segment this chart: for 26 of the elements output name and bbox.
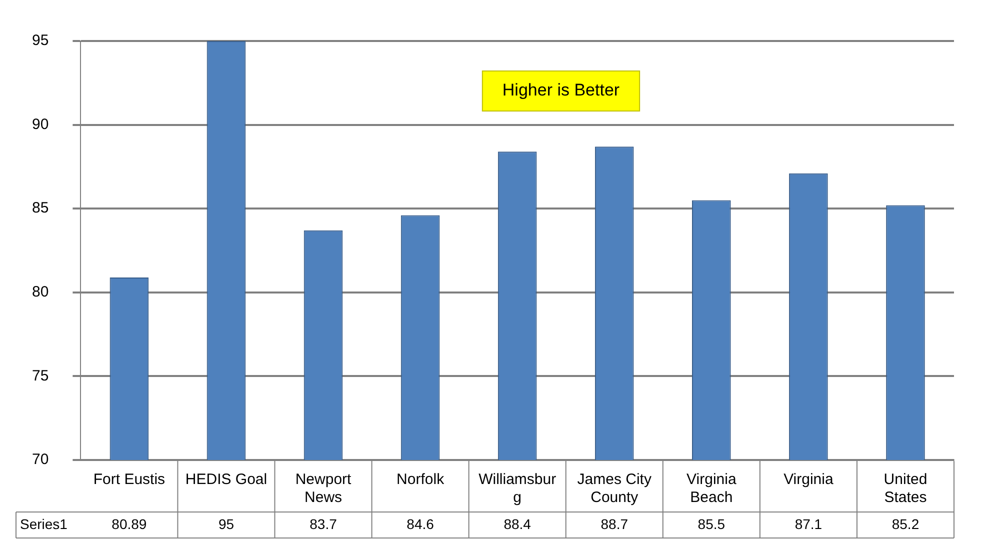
data-label: 87.1 xyxy=(794,516,822,532)
y-tick-label: 80 xyxy=(32,284,49,301)
y-tick-label: 70 xyxy=(32,451,49,468)
data-label: 88.4 xyxy=(504,516,532,532)
data-label: 85.5 xyxy=(698,516,726,532)
x-tick-label: United States xyxy=(884,471,928,506)
y-tick-label: 75 xyxy=(32,367,49,384)
y-tick-label: 85 xyxy=(32,200,49,217)
data-label: 85.2 xyxy=(892,516,920,532)
x-tick-label: Virginia Beach xyxy=(686,471,737,506)
data-label: 84.6 xyxy=(406,516,434,532)
data-label: 83.7 xyxy=(310,516,338,532)
text: Series1 xyxy=(20,516,68,532)
x-tick-label: HEDIS Goal xyxy=(185,471,268,488)
x-tick-label: Williamsburg xyxy=(478,471,556,506)
annotation: Higher is Better xyxy=(502,80,620,100)
y-tick-label: 90 xyxy=(32,116,49,133)
x-tick-label: Newport News xyxy=(295,471,352,506)
y-tick-label: 95 xyxy=(32,32,49,50)
data-label: 80.89 xyxy=(112,516,147,532)
x-tick-label: James City County xyxy=(577,471,652,506)
x-tick-label: Virginia xyxy=(784,471,834,488)
data-label: 88.7 xyxy=(600,516,628,532)
x-tick-label: Norfolk xyxy=(396,471,445,488)
x-tick-label: Fort Eustis xyxy=(93,471,166,488)
data-label: 95 xyxy=(218,516,234,532)
